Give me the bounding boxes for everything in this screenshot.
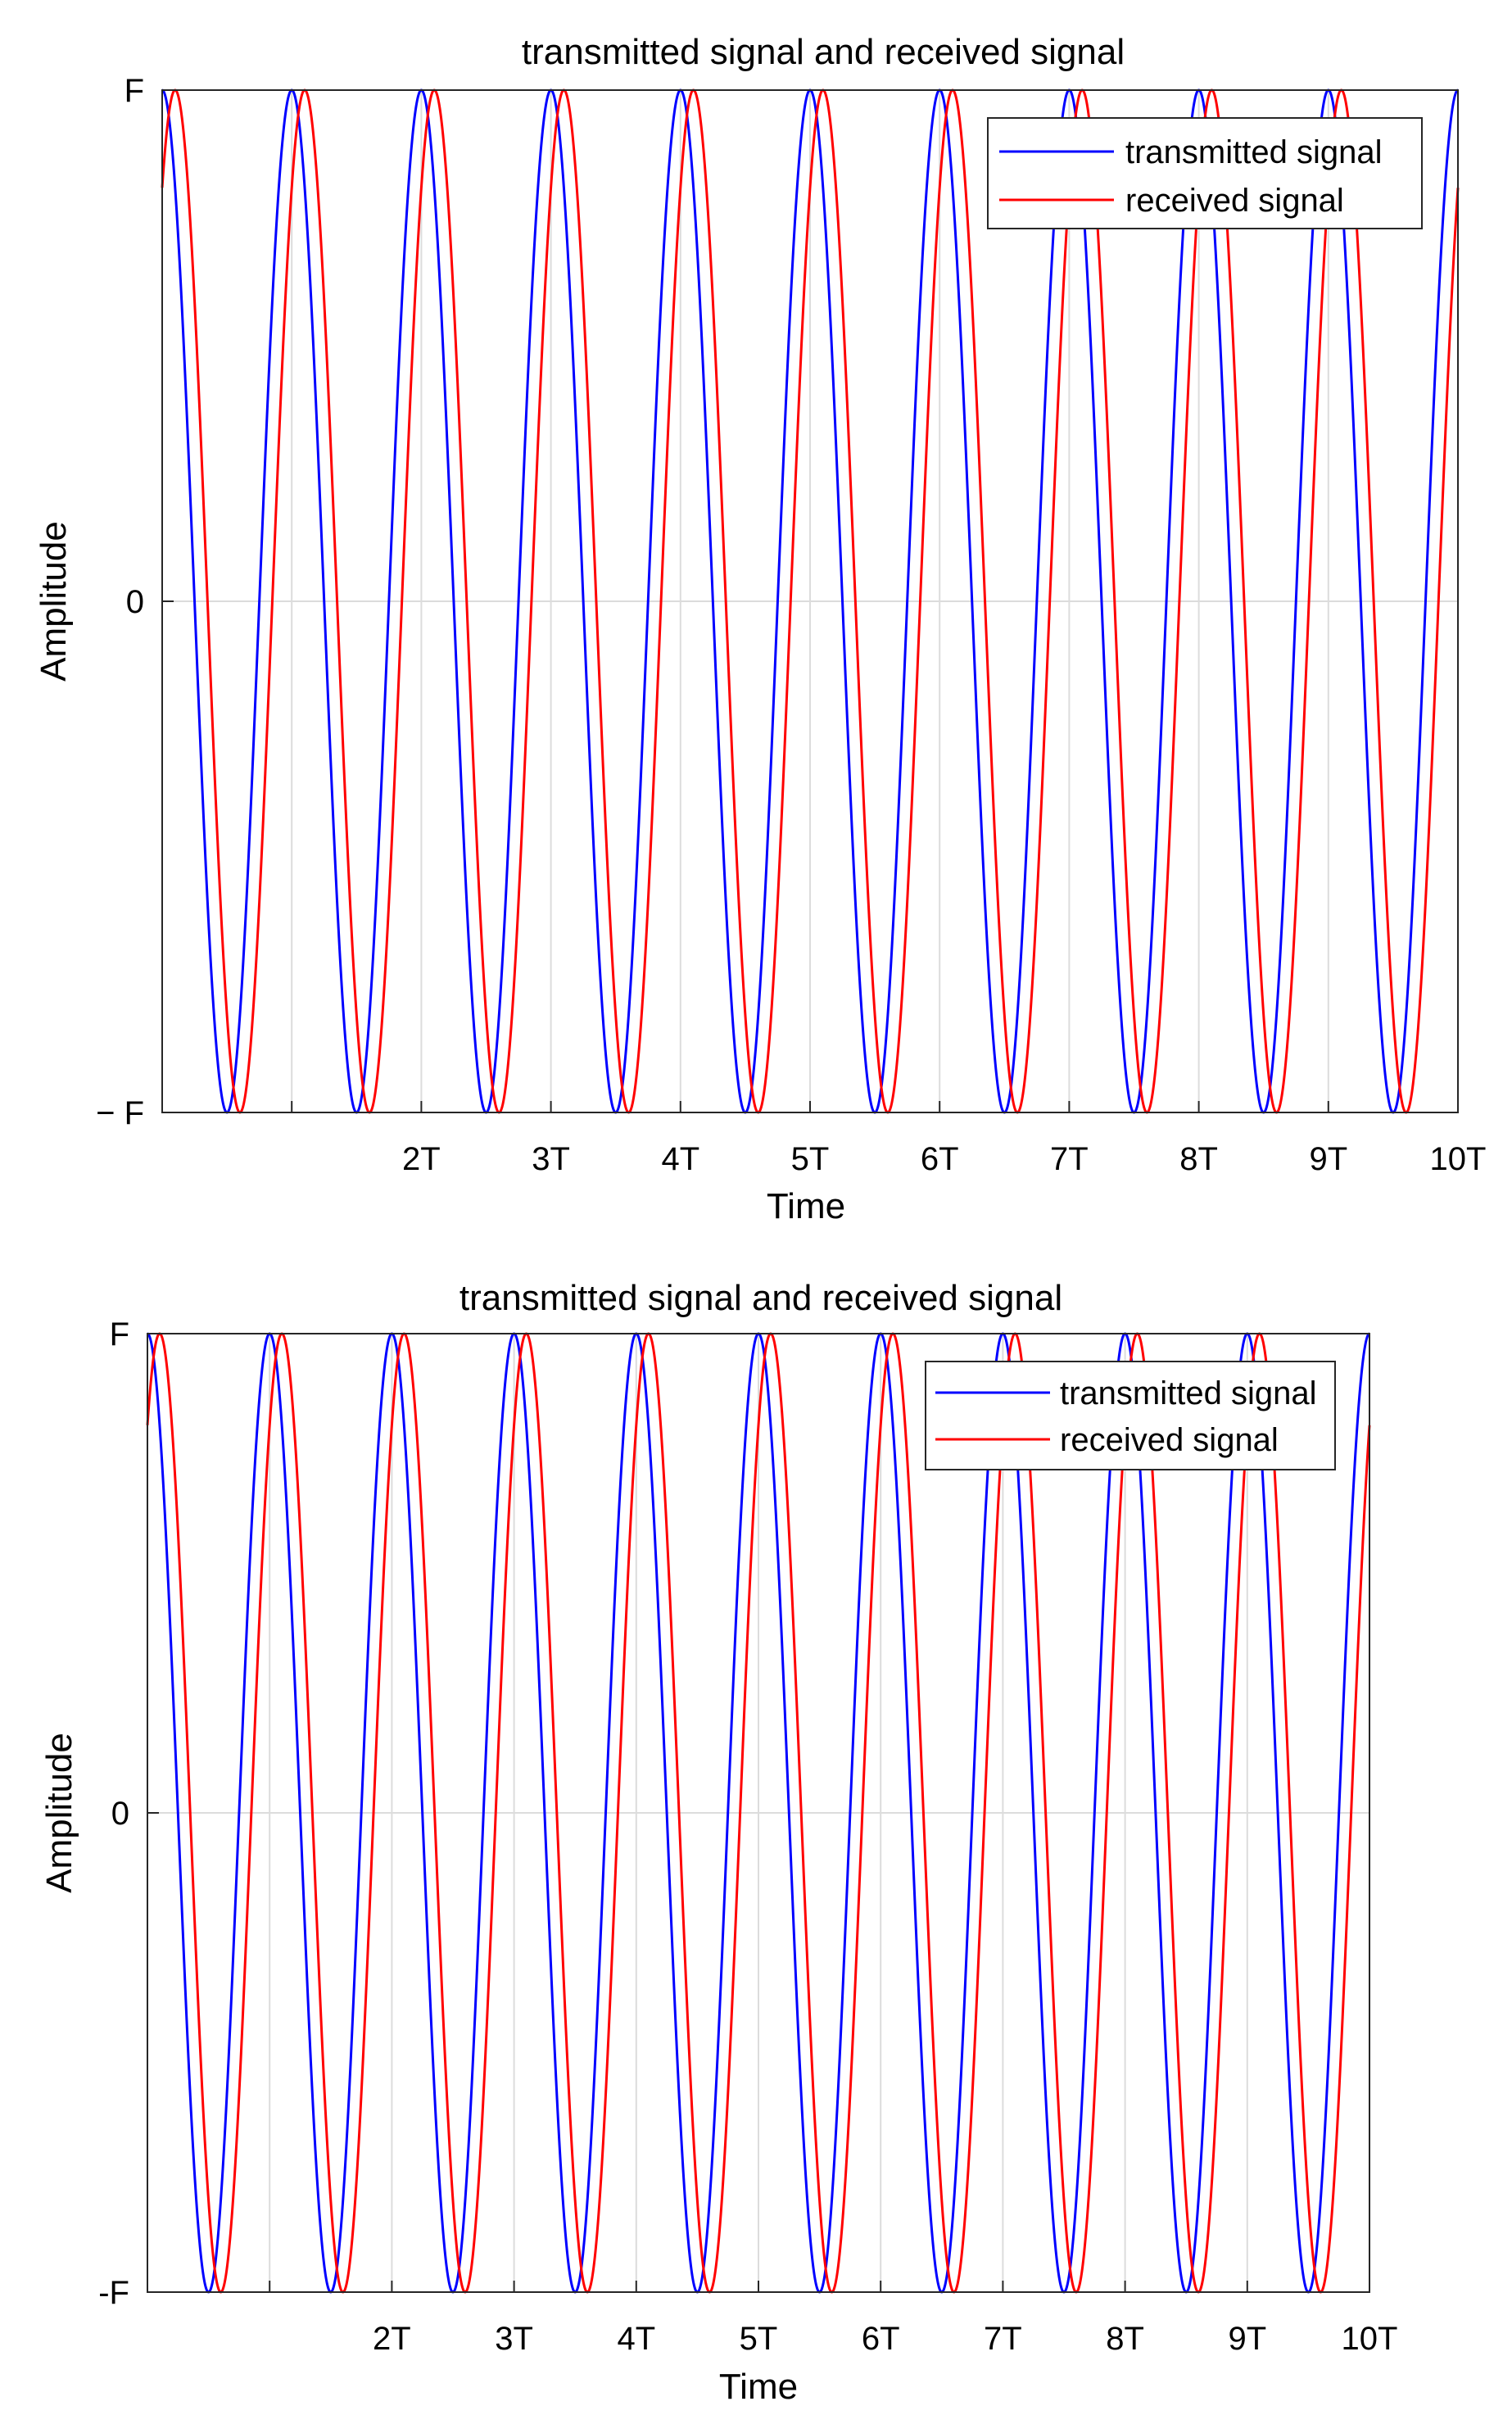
- chart-title: transmitted signal and received signal: [522, 32, 1125, 72]
- legend-label-received: received signal: [1125, 183, 1344, 219]
- x-tick-label: 9T: [1309, 1141, 1347, 1177]
- x-tick-label: 5T: [791, 1141, 830, 1177]
- x-tick-label: 4T: [617, 2321, 655, 2357]
- chart-panel-top: transmitted signal and received signal F…: [34, 32, 1486, 1226]
- tick-marks: [147, 1333, 1370, 2293]
- x-tick-label: 2T: [402, 1141, 441, 1177]
- chart-panel-bottom: transmitted signal and received signal F…: [39, 1278, 1397, 2407]
- legend: transmitted signal received signal: [987, 117, 1423, 229]
- y-tick-label: -F: [98, 2275, 129, 2311]
- chart-title: transmitted signal and received signal: [459, 1278, 1062, 1318]
- y-tick-labels: F 0 − F: [96, 73, 144, 1131]
- legend-label-transmitted: transmitted signal: [1125, 134, 1382, 170]
- x-tick-label: 6T: [921, 1141, 959, 1177]
- y-tick-labels: F 0 -F: [98, 1316, 129, 2311]
- y-axis-label: Amplitude: [34, 521, 74, 682]
- series-line-received: [161, 88, 1460, 1114]
- grid-lines: [162, 89, 1459, 1113]
- y-tick-label: 0: [111, 1796, 129, 1832]
- series-line-received: [146, 1332, 1371, 2294]
- x-tick-label: 2T: [373, 2321, 411, 2357]
- legend-label-received: received signal: [1060, 1422, 1279, 1458]
- y-tick-label: F: [124, 73, 144, 109]
- x-tick-label: 7T: [984, 2321, 1022, 2357]
- x-tick-label: 7T: [1050, 1141, 1089, 1177]
- x-tick-label: 4T: [661, 1141, 699, 1177]
- legend-box: [925, 1361, 1336, 1470]
- x-axis-label: Time: [719, 2367, 798, 2407]
- y-tick-label: F: [110, 1316, 129, 1352]
- x-tick-label: 9T: [1228, 2321, 1266, 2357]
- y-tick-label: − F: [96, 1095, 144, 1131]
- x-tick-label: 8T: [1179, 1141, 1218, 1177]
- tick-marks: [162, 89, 1459, 1113]
- x-tick-label: 10T: [1342, 2321, 1398, 2357]
- y-axis-label: Amplitude: [39, 1733, 79, 1893]
- x-tick-label: 6T: [862, 2321, 900, 2357]
- x-tick-label: 3T: [532, 1141, 570, 1177]
- legend-label-transmitted: transmitted signal: [1060, 1375, 1316, 1411]
- grid-lines: [147, 1333, 1370, 2293]
- x-tick-label: 5T: [740, 2321, 778, 2357]
- x-tick-label: 8T: [1106, 2321, 1144, 2357]
- x-tick-labels: 2T 3T 4T 5T 6T 7T 8T 9T 10T: [373, 2321, 1397, 2357]
- legend: transmitted signal received signal: [925, 1361, 1336, 1470]
- x-axis-label: Time: [767, 1186, 845, 1226]
- y-tick-label: 0: [126, 584, 144, 620]
- x-tick-label: 3T: [495, 2321, 533, 2357]
- legend-box: [987, 117, 1423, 229]
- x-tick-labels: 2T 3T 4T 5T 6T 7T 8T 9T 10T: [402, 1141, 1486, 1177]
- x-tick-label: 10T: [1430, 1141, 1487, 1177]
